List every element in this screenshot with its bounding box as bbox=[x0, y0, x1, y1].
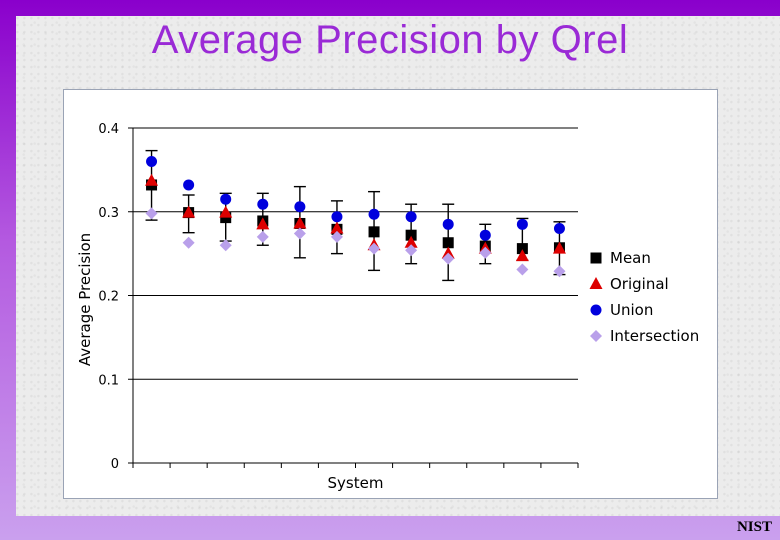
point-intersection bbox=[145, 207, 158, 220]
point-union bbox=[442, 218, 454, 230]
chart-axes: 0 0.1 0.2 0.3 0.4 System Average Precision bbox=[76, 122, 579, 492]
point-union bbox=[146, 156, 158, 167]
point-intersection bbox=[442, 252, 455, 265]
chart-legend: Mean Original Union Intersection bbox=[589, 249, 699, 345]
legend-marker-original bbox=[589, 277, 603, 289]
point-mean bbox=[516, 243, 528, 255]
point-original bbox=[145, 173, 159, 186]
point-union bbox=[257, 198, 269, 210]
point-union bbox=[516, 218, 528, 230]
point-intersection bbox=[368, 242, 381, 255]
y-tick-label: 0 bbox=[111, 457, 119, 472]
legend-marker-mean bbox=[590, 252, 602, 264]
point-original bbox=[182, 205, 196, 218]
point-mean bbox=[442, 237, 454, 249]
point-original bbox=[330, 221, 344, 234]
chart-marks bbox=[145, 149, 566, 282]
y-tick-label: 0.4 bbox=[98, 122, 119, 137]
point-intersection bbox=[182, 236, 195, 249]
legend-marker-union bbox=[590, 304, 602, 316]
point-union bbox=[294, 201, 306, 213]
point-union bbox=[479, 229, 491, 241]
point-union bbox=[553, 223, 565, 234]
y-tick-label: 0.1 bbox=[98, 373, 119, 388]
y-axis-label: Average Precision bbox=[76, 233, 94, 366]
y-tick-label: 0.2 bbox=[98, 290, 119, 305]
point-original bbox=[404, 235, 418, 248]
nist-label: NIST bbox=[736, 519, 772, 535]
point-intersection bbox=[219, 239, 232, 252]
point-original bbox=[256, 217, 270, 230]
point-intersection bbox=[516, 263, 529, 276]
y-tick-label: 0.3 bbox=[98, 206, 119, 221]
legend-label-original: Original bbox=[610, 275, 669, 293]
average-precision-chart: 0 0.1 0.2 0.3 0.4 System Average Precision Mea… bbox=[76, 122, 699, 492]
legend-label-union: Union bbox=[610, 301, 653, 319]
point-mean bbox=[405, 229, 417, 241]
point-original bbox=[219, 205, 233, 218]
point-union bbox=[405, 211, 417, 223]
point-union bbox=[220, 193, 232, 205]
point-intersection bbox=[330, 230, 343, 243]
x-axis-label: System bbox=[328, 474, 384, 492]
point-intersection bbox=[256, 230, 269, 243]
point-mean bbox=[220, 212, 232, 224]
slide-title: Average Precision by Qrel bbox=[151, 18, 629, 62]
point-union bbox=[368, 208, 380, 220]
point-union bbox=[331, 211, 343, 223]
point-intersection bbox=[479, 246, 492, 259]
chart-panel: 0 0.1 0.2 0.3 0.4 System Average Precision Mea… bbox=[63, 89, 718, 499]
point-mean bbox=[368, 226, 380, 238]
legend-label-intersection: Intersection bbox=[610, 327, 699, 345]
point-intersection bbox=[293, 227, 306, 240]
point-intersection bbox=[553, 265, 566, 278]
point-original bbox=[515, 249, 529, 262]
legend-label-mean: Mean bbox=[610, 249, 651, 267]
point-original bbox=[441, 246, 455, 259]
point-intersection bbox=[405, 244, 418, 257]
point-union bbox=[183, 179, 195, 191]
point-original bbox=[552, 241, 566, 254]
legend-marker-intersection bbox=[590, 330, 602, 342]
point-original bbox=[293, 216, 307, 229]
